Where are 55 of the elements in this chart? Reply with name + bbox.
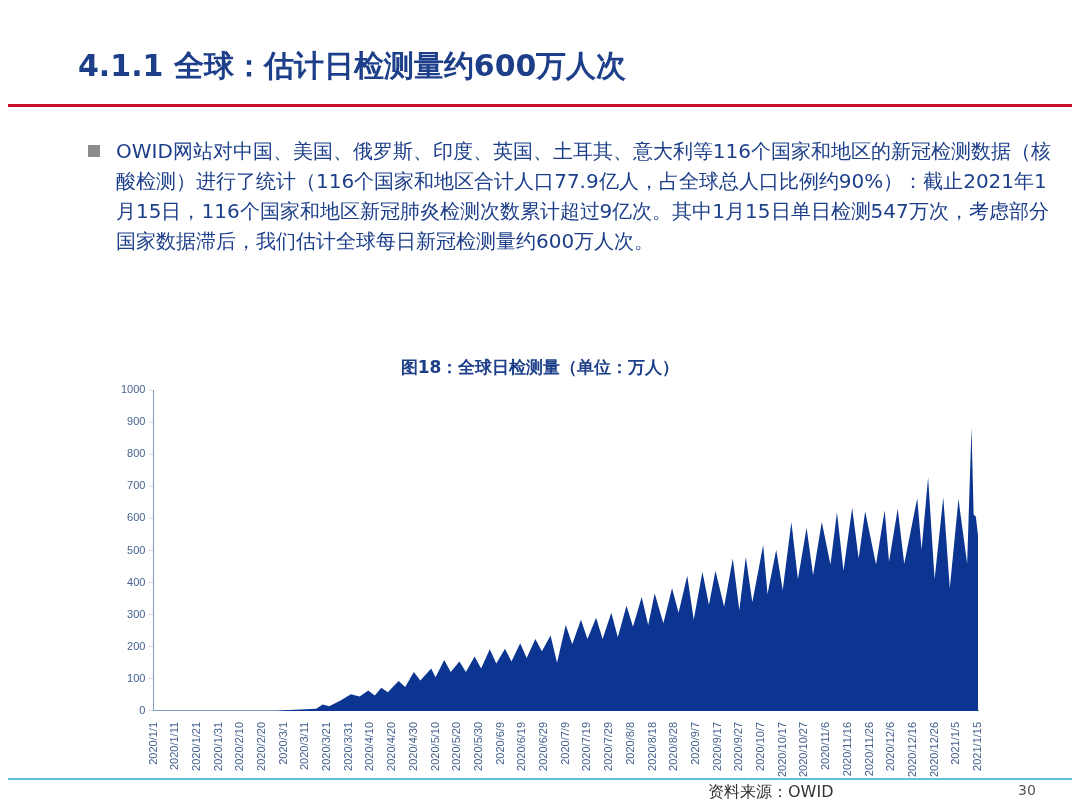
x-tick-label: 2020/8/28 [667, 721, 680, 771]
x-tick-label: 2020/3/21 [320, 721, 333, 771]
y-tick-label: 700 [127, 479, 146, 492]
y-tick-label: 0 [139, 703, 146, 716]
x-tick-label: 2020/4/20 [385, 721, 398, 771]
x-tick-label: 2020/10/7 [754, 721, 767, 771]
x-tick-label: 2020/12/26 [927, 721, 940, 778]
x-tick-label: 2020/8/8 [623, 721, 636, 765]
text: 资料来源：OWID [708, 782, 834, 803]
y-tick-label: 900 [127, 415, 146, 428]
y-tick-label: 1000 [120, 383, 146, 396]
x-tick-label: 2020/3/1 [276, 721, 289, 765]
chart-subtitle: OWID网站对中国、美国、俄罗斯、印度、英国、土耳其、意大利等116个国家和地区的新冠检测数据（核酸检测）进行了统计（116个国家和地区合计人口77.9亿人，占全球总人口比例约90%）：截止2021年1月15日，116个国家和地区新冠肺炎检测次数累计超过9亿次。其中1月15日单日检测547万次，考虑部分国家数据滞后，我们估计全球每日新冠检测量约600万人次。 [116, 139, 1051, 253]
x-tick-label: 2020/7/19 [580, 721, 593, 771]
x-tick-label: 2020/7/29 [602, 721, 615, 771]
x-tick-label: 2020/3/31 [341, 721, 354, 771]
x-tick-label: 2021/1/5 [949, 721, 962, 765]
x-tick-label: 2021/1/15 [971, 721, 984, 771]
text: 30 [1018, 782, 1036, 798]
x-tick-label: 2020/6/19 [515, 721, 528, 771]
x-tick-label: 2020/1/31 [211, 721, 224, 771]
chart-title: 4.1.1 全球：估计日检测量约600万人次 [78, 47, 627, 85]
x-tick-label: 2020/10/27 [797, 721, 810, 778]
x-tick-label: 2020/6/9 [493, 721, 506, 765]
x-tick-label: 2020/8/18 [645, 721, 658, 771]
x-tick-label: 2020/12/6 [884, 721, 897, 771]
x-tick-label: 2020/5/10 [428, 721, 441, 771]
x-tick-label: 2020/11/6 [819, 721, 832, 771]
x-tick-label: 2020/7/9 [558, 721, 571, 765]
x-tick-label: 2020/11/16 [840, 721, 853, 777]
x-tick-label: 2020/12/16 [905, 721, 918, 778]
x-tick-label: 2020/1/1 [146, 721, 159, 765]
x-tick-label: 2020/9/27 [732, 721, 745, 771]
x-tick-label: 2020/11/26 [862, 721, 875, 777]
y-tick-label: 600 [127, 511, 146, 524]
y-tick-label: 400 [127, 575, 146, 588]
x-tick-label: 2020/1/21 [189, 721, 202, 771]
y-tick-label: 800 [127, 447, 146, 460]
x-tick-label: 2020/5/20 [450, 721, 463, 771]
x-tick-label: 2020/4/30 [406, 721, 419, 771]
x-tick-label: 2020/2/10 [233, 721, 246, 771]
x-tick-label: 2020/5/30 [471, 721, 484, 771]
y-tick-label: 200 [127, 639, 146, 652]
x-tick-label: 2020/9/17 [710, 721, 723, 771]
y-tick-label: 500 [127, 543, 146, 556]
x-tick-label: 2020/2/20 [254, 721, 267, 771]
x-tick-label: 2020/10/17 [775, 721, 788, 778]
x-tick-label: 2020/4/10 [363, 721, 376, 771]
x-tick-label: 2020/3/11 [298, 721, 311, 771]
y-tick-label: 300 [127, 607, 146, 620]
x-tick-label: 2020/1/11 [168, 721, 181, 771]
x-tick-label: 2020/6/29 [537, 721, 550, 771]
x-tick-label: 2020/9/7 [688, 721, 701, 765]
caption: 图18：全球日检测量（单位：万人） [399, 356, 681, 379]
y-tick-label: 100 [127, 671, 146, 684]
